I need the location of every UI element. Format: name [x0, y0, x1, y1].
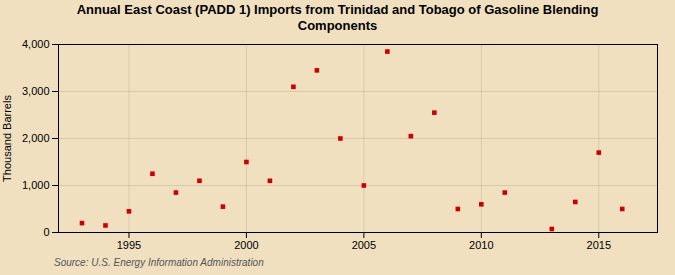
svg-text:Thousand Barrels: Thousand Barrels: [1, 95, 13, 182]
html-text:Source: U.S. Energy Informatio: Source: U.S. Energy Information Administ…: [54, 257, 264, 268]
svg-text:3,000: 3,000: [22, 85, 50, 97]
svg-text:2,000: 2,000: [22, 132, 50, 144]
svg-text:0: 0: [43, 226, 49, 238]
html-text:Annual East Coast (PADD 1) Imp: Annual East Coast (PADD 1) Imports from …: [76, 2, 599, 33]
svg-text:2000: 2000: [234, 239, 258, 251]
svg-text:4,000: 4,000: [22, 38, 50, 50]
svg-text:2005: 2005: [352, 239, 376, 251]
svg-text:1995: 1995: [117, 239, 141, 251]
svg-text:1,000: 1,000: [22, 179, 50, 191]
svg-text:2010: 2010: [469, 239, 493, 251]
svg-text:2015: 2015: [587, 239, 611, 251]
